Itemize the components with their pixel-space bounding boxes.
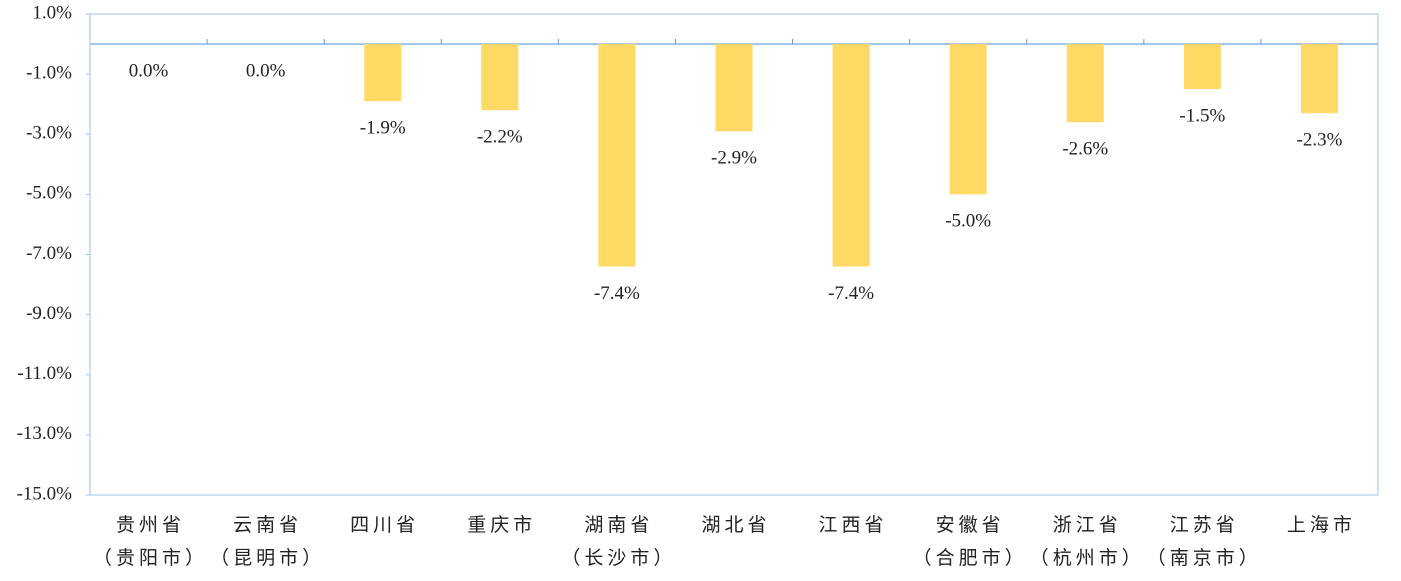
x-tick-label: 四川省 <box>350 515 420 536</box>
data-label: -7.4% <box>594 283 640 304</box>
x-tick-label: 江苏省 （南京市） <box>1146 515 1262 569</box>
data-label: -1.5% <box>1179 106 1225 127</box>
data-label: -1.9% <box>360 118 406 139</box>
bar <box>364 44 402 102</box>
y-tick-label: -1.0% <box>26 62 72 83</box>
y-tick-label: -5.0% <box>26 183 72 204</box>
y-tick-label: 1.0% <box>32 2 72 23</box>
x-tick-label: 重庆市 <box>467 515 537 536</box>
x-tick-label: 浙江省 （杭州市） <box>1029 515 1145 569</box>
y-tick-label: -9.0% <box>26 303 72 324</box>
data-label: 0.0% <box>129 60 169 81</box>
x-tick-label: 安徽省 （合肥市） <box>912 515 1028 569</box>
bar <box>832 44 870 267</box>
x-tick-label: 贵州省 （贵阳市） <box>92 515 208 569</box>
y-tick-label: -3.0% <box>26 123 72 144</box>
x-tick-label: 江西省 <box>818 515 888 536</box>
bar <box>949 44 987 195</box>
y-tick-label: -11.0% <box>17 363 72 384</box>
x-tick-label: 湖南省 （长沙市） <box>561 515 677 569</box>
data-label: -2.3% <box>1297 130 1343 151</box>
data-label: 0.0% <box>246 60 286 81</box>
y-tick-label: -13.0% <box>17 423 73 444</box>
bar <box>1066 44 1104 123</box>
bar <box>598 44 636 267</box>
x-tick-label: 湖北省 <box>701 515 771 536</box>
bar <box>1183 44 1221 90</box>
y-tick-label: -15.0% <box>17 483 73 504</box>
data-label: -2.6% <box>1062 139 1108 160</box>
bar <box>481 44 519 111</box>
data-label: -2.9% <box>711 148 757 169</box>
data-label: -7.4% <box>828 283 874 304</box>
data-label: -5.0% <box>945 211 991 232</box>
x-tick-label: 云南省 （昆明市） <box>210 515 326 569</box>
x-tick-label: 上海市 <box>1286 515 1356 536</box>
y-tick-label: -7.0% <box>26 243 72 264</box>
bar <box>715 44 753 132</box>
data-label: -2.2% <box>477 127 523 148</box>
bar <box>1300 44 1338 114</box>
